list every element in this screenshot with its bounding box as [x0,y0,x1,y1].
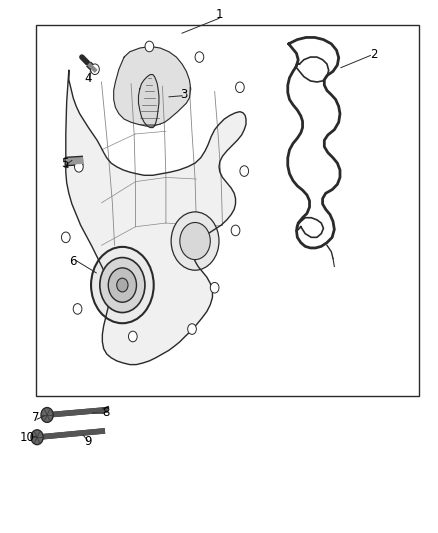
Circle shape [31,430,43,445]
Text: 5: 5 [61,157,68,169]
Circle shape [210,282,219,293]
Text: 10: 10 [19,431,34,444]
Circle shape [236,82,244,93]
FancyBboxPatch shape [36,25,419,397]
Circle shape [171,212,219,270]
Polygon shape [288,37,340,248]
Polygon shape [297,217,323,237]
Circle shape [108,268,137,302]
Circle shape [61,232,70,243]
Circle shape [240,166,249,176]
Circle shape [195,52,204,62]
Text: 1: 1 [215,8,223,21]
Circle shape [100,257,145,312]
Circle shape [91,247,154,323]
Text: 9: 9 [85,435,92,448]
Text: 6: 6 [70,255,77,268]
Circle shape [91,64,99,75]
Circle shape [73,304,82,314]
Text: 7: 7 [32,411,40,424]
Circle shape [187,324,196,334]
Text: 8: 8 [102,406,110,419]
Polygon shape [114,46,191,126]
Circle shape [231,225,240,236]
Circle shape [74,161,83,172]
Circle shape [145,41,154,52]
Polygon shape [138,75,159,127]
Circle shape [180,222,210,260]
Polygon shape [295,57,328,82]
Text: 3: 3 [180,87,188,101]
Text: 4: 4 [85,72,92,85]
Circle shape [117,278,128,292]
Text: 2: 2 [370,48,377,61]
Circle shape [128,331,137,342]
Circle shape [41,408,53,422]
Polygon shape [66,70,246,365]
